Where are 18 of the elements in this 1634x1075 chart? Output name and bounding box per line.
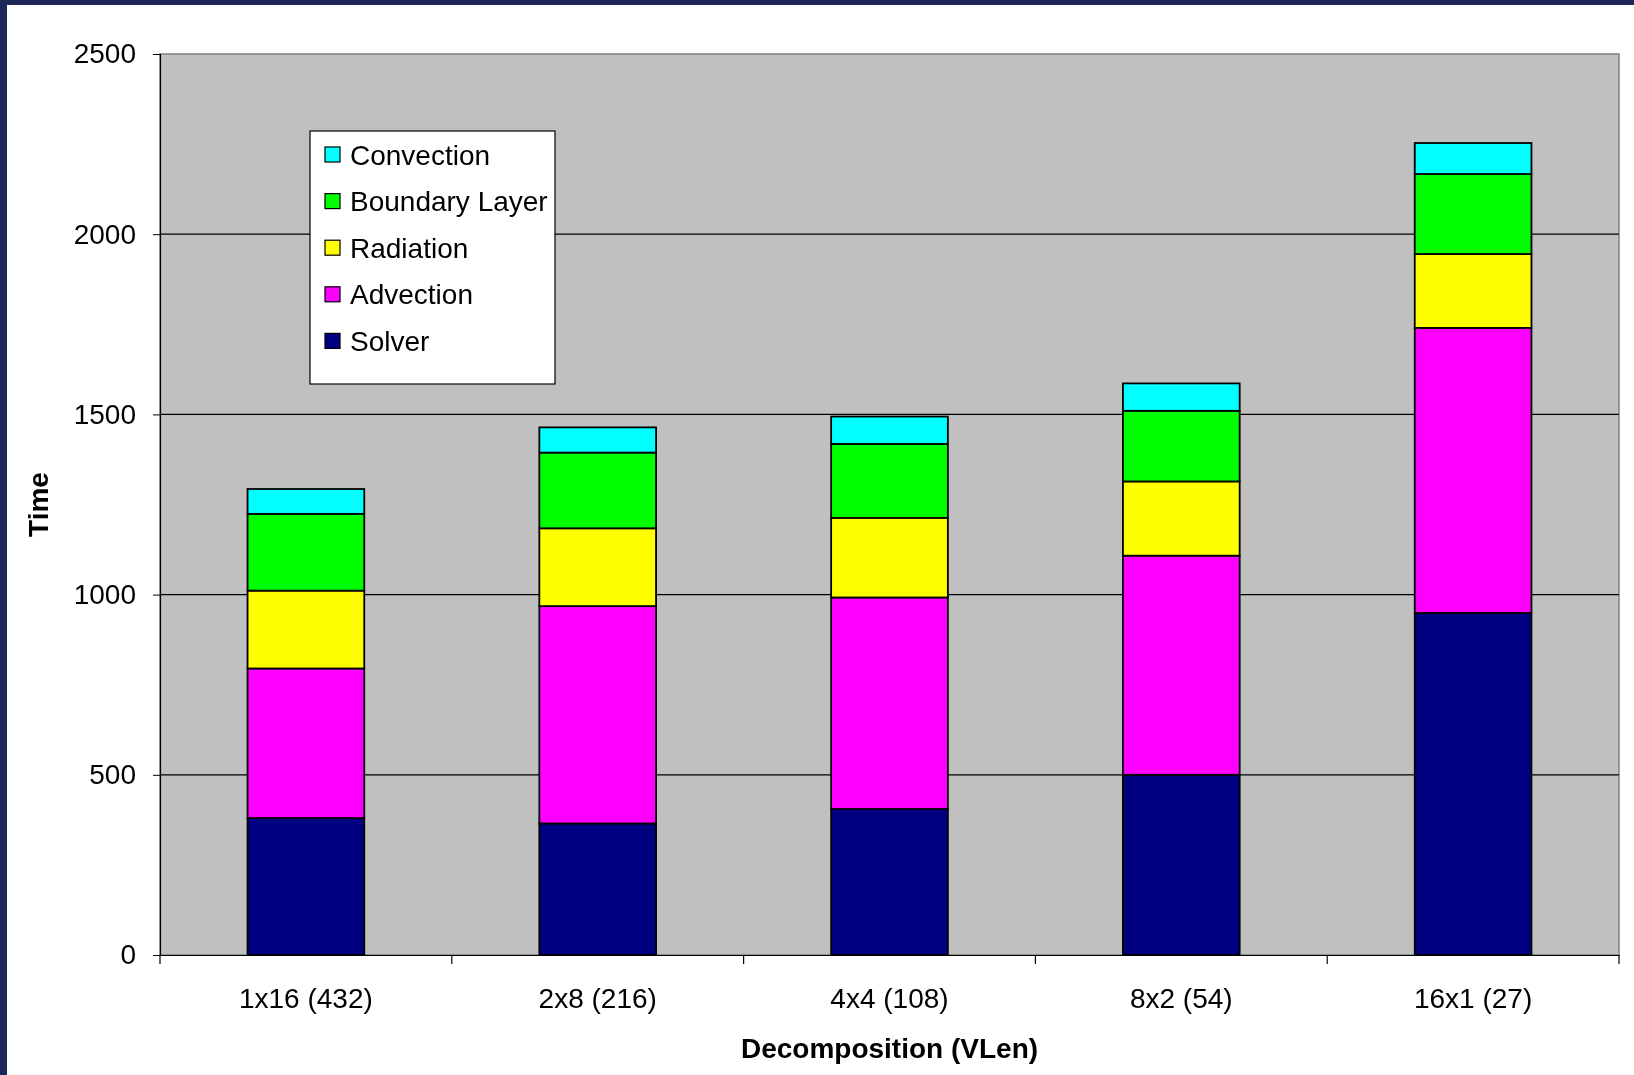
x-tick-label: 1x16 (432) xyxy=(238,982,373,1014)
y-tick-label: 2000 xyxy=(73,218,136,250)
y-tick-label: 500 xyxy=(89,759,136,791)
legend-label: Boundary Layer xyxy=(350,186,548,218)
legend-label: Convection xyxy=(350,139,491,171)
y-tick-label: 1500 xyxy=(73,398,136,430)
legend-label: Radiation xyxy=(350,232,469,264)
legend-label: Solver xyxy=(350,325,430,357)
x-tick-label: 2x8 (216) xyxy=(538,982,657,1014)
y-tick-label: 2500 xyxy=(73,38,136,70)
y-tick-label: 1000 xyxy=(73,579,136,611)
y-tick-label: 0 xyxy=(120,939,136,971)
legend-label: Advection xyxy=(350,279,473,311)
y-axis-title: Time xyxy=(23,472,54,537)
x-axis-title: Decomposition (VLen) xyxy=(740,1033,1039,1064)
x-tick-label: 16x1 (27) xyxy=(1413,982,1533,1014)
x-tick-label: 8x2 (54) xyxy=(1129,982,1233,1014)
x-tick-label: 4x4 (108) xyxy=(830,982,949,1014)
